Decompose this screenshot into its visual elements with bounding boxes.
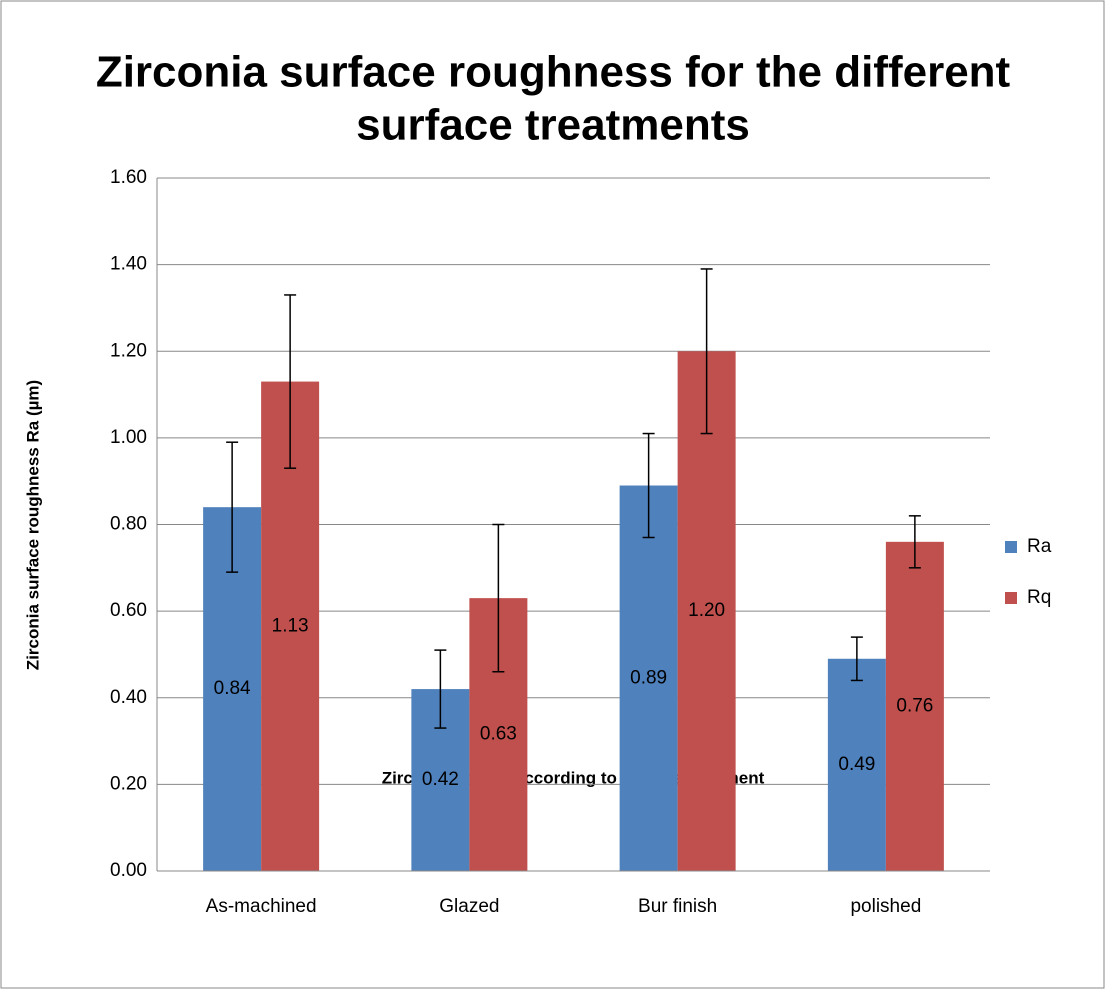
error-bar [492, 523, 505, 673]
bar [619, 485, 678, 871]
bar [885, 541, 944, 871]
data-label: 0.63 [480, 724, 517, 745]
y-tick-label: 0.40 [110, 687, 147, 708]
error-bar [908, 515, 921, 569]
error-bar [226, 441, 239, 573]
legend-swatch [1005, 592, 1017, 604]
x-tick-label: polished [850, 896, 921, 917]
data-label: 1.20 [688, 600, 725, 621]
y-tick-label: 1.40 [110, 254, 147, 275]
chart-title: surface treatments [356, 101, 750, 150]
y-tick-label: 0.60 [110, 600, 147, 621]
error-bar [434, 649, 447, 729]
y-tick-label: 0.00 [110, 860, 147, 881]
legend-label: Ra [1027, 536, 1052, 557]
data-label: 0.42 [422, 769, 459, 790]
error-bar [642, 432, 655, 539]
data-label: 0.89 [630, 667, 667, 688]
data-label: 0.84 [214, 678, 251, 699]
y-tick-label: 1.00 [110, 427, 147, 448]
error-bar [700, 268, 713, 435]
data-label: 1.13 [272, 615, 309, 636]
error-bar [284, 294, 297, 469]
x-tick-label: Glazed [439, 896, 499, 917]
y-tick-label: 0.80 [110, 514, 147, 535]
bar [827, 658, 886, 871]
y-tick-label: 1.60 [110, 167, 147, 188]
data-label: 0.49 [838, 754, 875, 775]
y-axis-label: Zirconia surface roughness Ra (µm) [23, 380, 42, 670]
x-tick-label: As-machined [206, 896, 317, 917]
error-bar [850, 636, 863, 682]
x-tick-label: Bur finish [638, 896, 717, 917]
data-label: 0.76 [896, 695, 933, 716]
legend-swatch [1005, 541, 1017, 553]
y-tick-label: 1.20 [110, 340, 147, 361]
y-tick-label: 0.20 [110, 773, 147, 794]
chart-title: Zirconia surface roughness for the diffe… [96, 48, 1011, 97]
legend-label: Rq [1027, 587, 1051, 608]
bar [677, 351, 736, 871]
